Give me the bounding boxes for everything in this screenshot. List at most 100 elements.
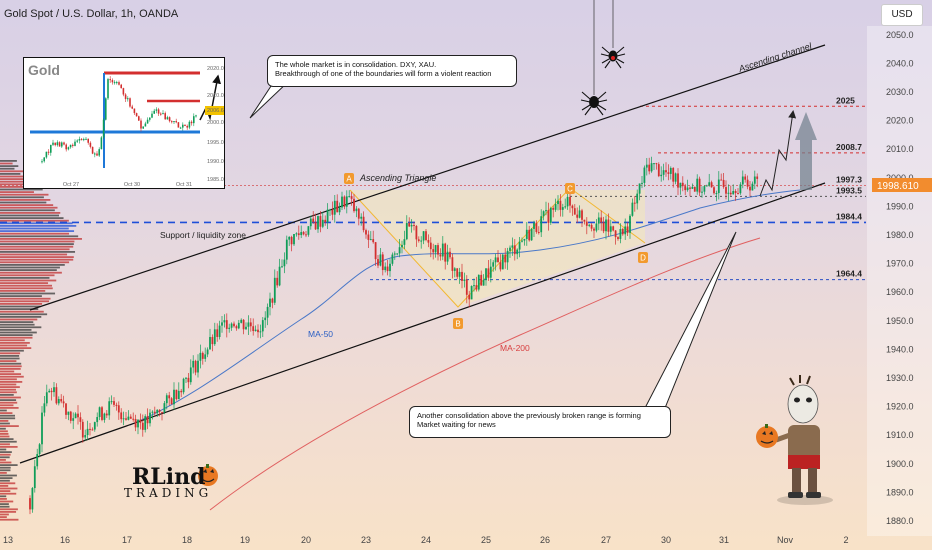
volume-bar: [0, 258, 74, 261]
candle: [533, 222, 535, 229]
candle: [653, 163, 655, 165]
level-label: 1984.4: [836, 211, 862, 221]
candle: [557, 200, 559, 205]
volume-bar: [0, 271, 62, 274]
price-tick-label: 1890.0: [886, 487, 914, 497]
candle: [513, 245, 516, 255]
volume-bar: [0, 329, 32, 331]
inset-candle: [149, 117, 151, 120]
candle: [475, 285, 478, 290]
inset-candle: [87, 138, 89, 143]
candle: [552, 207, 555, 210]
candle: [693, 186, 696, 192]
price-axis[interactable]: 1880.0 1890.0 1900.0 1910.0 1920.0 1930.0 1940…: [886, 30, 914, 526]
candle: [300, 232, 303, 236]
candle: [650, 163, 653, 172]
volume-bar: [0, 277, 50, 279]
candle: [602, 222, 605, 232]
price-tick-label: 2000.0: [886, 173, 914, 183]
candle: [113, 401, 115, 405]
inset-candle: [140, 120, 142, 129]
projection-arrow: [795, 112, 817, 190]
svg-text:1998.610: 1998.610: [877, 181, 919, 192]
level-label: 1997.3: [836, 175, 862, 185]
inset-candle: [47, 151, 50, 153]
inset-candle: [177, 122, 180, 128]
inset-candle: [157, 109, 160, 114]
inset-candle: [124, 94, 127, 100]
marker-a: A: [344, 173, 354, 184]
price-tick-label: 2040.0: [886, 58, 914, 68]
candle: [410, 224, 413, 227]
candle: [401, 244, 403, 248]
candle: [201, 352, 204, 359]
volume-bar: [0, 492, 17, 495]
volume-bar: [0, 292, 56, 295]
candle: [194, 360, 197, 373]
inset-candle: [58, 142, 61, 147]
candle: [497, 257, 499, 263]
inset-candle: [133, 108, 136, 114]
volume-bar: [0, 336, 33, 339]
candle: [657, 164, 660, 177]
price-tick-label: 2020.0: [886, 116, 914, 126]
inset-candle: [89, 142, 92, 147]
volume-bar: [0, 472, 7, 474]
candle: [614, 230, 617, 238]
candle: [36, 454, 39, 467]
volume-bar: [0, 511, 17, 513]
inset-tick-label: 2000.0: [207, 120, 224, 126]
volume-bar: [0, 443, 10, 446]
candle: [396, 253, 399, 255]
inset-candle: [56, 142, 59, 146]
candle: [403, 239, 406, 245]
candle: [132, 418, 135, 420]
volume-bar: [0, 186, 30, 188]
candle: [501, 254, 504, 270]
price-tick-label: 1880.0: [886, 516, 914, 526]
candle: [211, 337, 214, 345]
candle: [273, 277, 276, 303]
projection-path: [759, 110, 797, 197]
inset-candle: [120, 84, 122, 89]
candle: [393, 253, 396, 255]
volume-bar: [0, 438, 14, 440]
candle: [230, 323, 233, 328]
logo-pumpkin-icon: [198, 464, 218, 486]
candle: [703, 186, 706, 192]
volume-bar: [0, 440, 17, 443]
candle: [295, 233, 298, 235]
candle: [285, 239, 288, 260]
candle: [221, 322, 223, 326]
price-axis-bg: [867, 26, 932, 536]
candle: [297, 233, 300, 236]
volume-bar: [0, 240, 75, 243]
candle: [415, 225, 418, 240]
volume-bar: [0, 485, 9, 487]
inset-candle: [50, 144, 52, 153]
candle: [655, 163, 658, 165]
candle: [427, 240, 430, 243]
inset-y-axis: 2020.0 2010.0 2006.6 2000.0 1995.0 1990.0 1985…: [207, 66, 224, 183]
candle: [674, 173, 677, 182]
candle: [187, 377, 190, 383]
volume-bar: [0, 505, 10, 508]
candle: [485, 268, 487, 281]
inset-candle: [54, 142, 56, 146]
candle: [77, 413, 79, 418]
candle: [453, 268, 456, 271]
candle: [240, 319, 243, 323]
svg-text:B: B: [455, 320, 460, 329]
volume-bar: [0, 326, 42, 329]
currency-button[interactable]: USD: [881, 4, 923, 26]
price-tick-label: 2030.0: [886, 87, 914, 97]
price-tick-label: 1960.0: [886, 287, 914, 297]
candle: [324, 219, 327, 223]
candle: [636, 193, 639, 204]
price-tick-label: 1930.0: [886, 373, 914, 383]
time-axis[interactable]: 13 16 17 18 19 20 23 24 25 26 27 30 31 Nov 2: [3, 535, 849, 545]
volume-bar: [0, 500, 14, 503]
candle: [432, 249, 435, 253]
volume-bar: [0, 339, 25, 342]
